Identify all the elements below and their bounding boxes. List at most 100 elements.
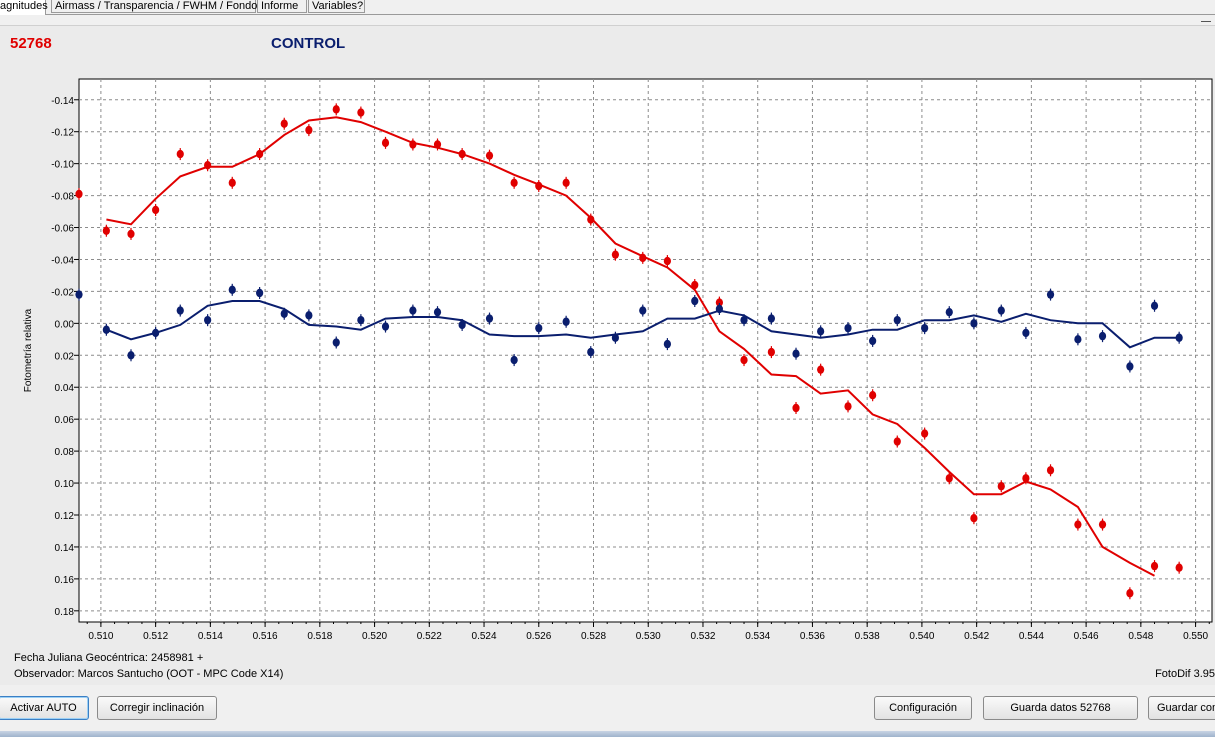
activate-auto-button[interactable]: Activar AUTO	[0, 696, 89, 720]
x-tick-label: 0.548	[1128, 631, 1153, 642]
object-data-point	[869, 391, 877, 400]
control-data-point	[256, 288, 264, 298]
object-data-point	[1022, 474, 1030, 483]
object-data-point	[485, 151, 494, 160]
control-data-point	[792, 349, 800, 358]
object-data-point	[152, 205, 160, 215]
control-data-point	[127, 351, 135, 360]
object-data-point	[817, 365, 825, 374]
object-data-point	[562, 178, 570, 188]
object-data-point	[792, 403, 800, 413]
observer-label: Observador: Marcos Santucho (OOT - MPC C…	[14, 668, 284, 680]
y-tick-label: 0.06	[55, 415, 75, 426]
light-curve-chart: 0.510 0.512 0.514 0.516 0.518 0.520 0.522 0.524…	[23, 78, 1213, 642]
object-data-point	[1150, 561, 1159, 571]
control-data-point	[458, 320, 466, 330]
y-axis-label: Fotometría relativa	[23, 308, 34, 392]
control-data-point	[611, 333, 619, 342]
x-tick-label: 0.530	[636, 631, 661, 642]
object-data-point	[767, 347, 775, 357]
y-tick-label: -0.12	[51, 128, 74, 139]
x-tick-label: 0.518	[307, 631, 332, 642]
object-data-point	[357, 108, 365, 117]
save-data-button[interactable]: Guarda datos 52768	[983, 696, 1138, 720]
save-other-button[interactable]: Guardar con	[1148, 696, 1215, 720]
control-data-point	[893, 315, 901, 325]
x-tick-label: 0.540	[909, 631, 934, 642]
object-data-point	[381, 138, 390, 148]
object-data-point	[433, 140, 442, 149]
control-data-point	[1022, 328, 1030, 338]
object-data-point	[280, 119, 288, 128]
configuration-button[interactable]: Configuración	[874, 696, 972, 720]
x-tick-label: 0.550	[1183, 631, 1208, 642]
object-data-point	[663, 256, 671, 266]
tab-variables[interactable]: Variables?	[308, 0, 365, 13]
tab-magnitudes[interactable]: agnitudes	[0, 0, 48, 15]
taskbar	[0, 731, 1215, 737]
control-data-point	[152, 328, 160, 338]
y-tick-label: -0.02	[51, 287, 74, 298]
control-data-point	[1074, 335, 1082, 344]
control-data-point	[357, 315, 365, 325]
control-label: CONTROL	[271, 35, 346, 52]
control-data-point	[715, 304, 723, 314]
y-tick-label: -0.04	[51, 255, 74, 266]
control-data-point	[921, 323, 929, 333]
object-data-point	[305, 125, 313, 135]
control-data-point	[844, 323, 852, 333]
control-data-point	[280, 309, 288, 318]
control-data-point	[1046, 290, 1055, 299]
object-data-point	[535, 181, 543, 191]
control-data-point	[1098, 331, 1107, 341]
object-data-point	[510, 178, 518, 188]
y-tick-label: 0.02	[55, 351, 75, 362]
object-data-point	[1046, 466, 1055, 475]
y-tick-label: 0.04	[55, 383, 75, 394]
control-data-point	[409, 306, 417, 315]
control-data-point	[869, 336, 877, 346]
control-data-point	[587, 347, 595, 357]
object-data-point	[256, 149, 264, 159]
object-data-point	[409, 140, 417, 149]
x-tick-label: 0.534	[745, 631, 770, 642]
object-data-point	[75, 189, 83, 199]
control-data-point	[1126, 362, 1134, 371]
control-data-point	[305, 311, 313, 320]
y-tick-label: 0.12	[55, 511, 75, 522]
object-data-point	[945, 474, 953, 483]
x-tick-label: 0.514	[198, 631, 223, 642]
control-data-point	[228, 285, 236, 295]
x-tick-label: 0.524	[472, 631, 497, 642]
object-data-point	[127, 229, 135, 239]
julian-date-label: Fecha Juliana Geocéntrica: 2458981 +	[14, 652, 204, 664]
object-data-point	[893, 437, 901, 446]
tab-airmass[interactable]: Airmass / Transparencia / FWHM / Fondo	[51, 0, 257, 13]
x-tick-label: 0.542	[964, 631, 989, 642]
x-tick-label: 0.538	[855, 631, 880, 642]
object-data-point	[921, 429, 929, 438]
x-tick-label: 0.544	[1019, 631, 1044, 642]
object-data-point	[1175, 563, 1183, 572]
correct-tilt-button[interactable]: Corregir inclinación	[97, 696, 217, 720]
object-data-point	[587, 215, 595, 224]
x-tick-label: 0.546	[1074, 631, 1099, 642]
object-data-point	[228, 178, 236, 188]
tab-informe[interactable]: Informe	[257, 0, 307, 13]
object-data-point	[458, 149, 466, 159]
control-data-point	[102, 325, 110, 334]
y-tick-label: -0.14	[51, 96, 74, 107]
object-data-point	[715, 298, 723, 307]
object-data-point	[102, 226, 110, 235]
object-data-point	[176, 149, 184, 159]
minimize-icon[interactable]	[1201, 17, 1213, 25]
object-id-label: 52768	[10, 35, 52, 52]
control-data-point	[485, 314, 494, 323]
control-data-point	[997, 306, 1005, 315]
y-tick-label: 0.10	[55, 479, 75, 490]
control-data-point	[433, 307, 442, 317]
object-trend-line	[106, 116, 1155, 577]
x-tick-label: 0.532	[690, 631, 715, 642]
control-data-point	[535, 323, 543, 333]
x-tick-label: 0.522	[417, 631, 442, 642]
